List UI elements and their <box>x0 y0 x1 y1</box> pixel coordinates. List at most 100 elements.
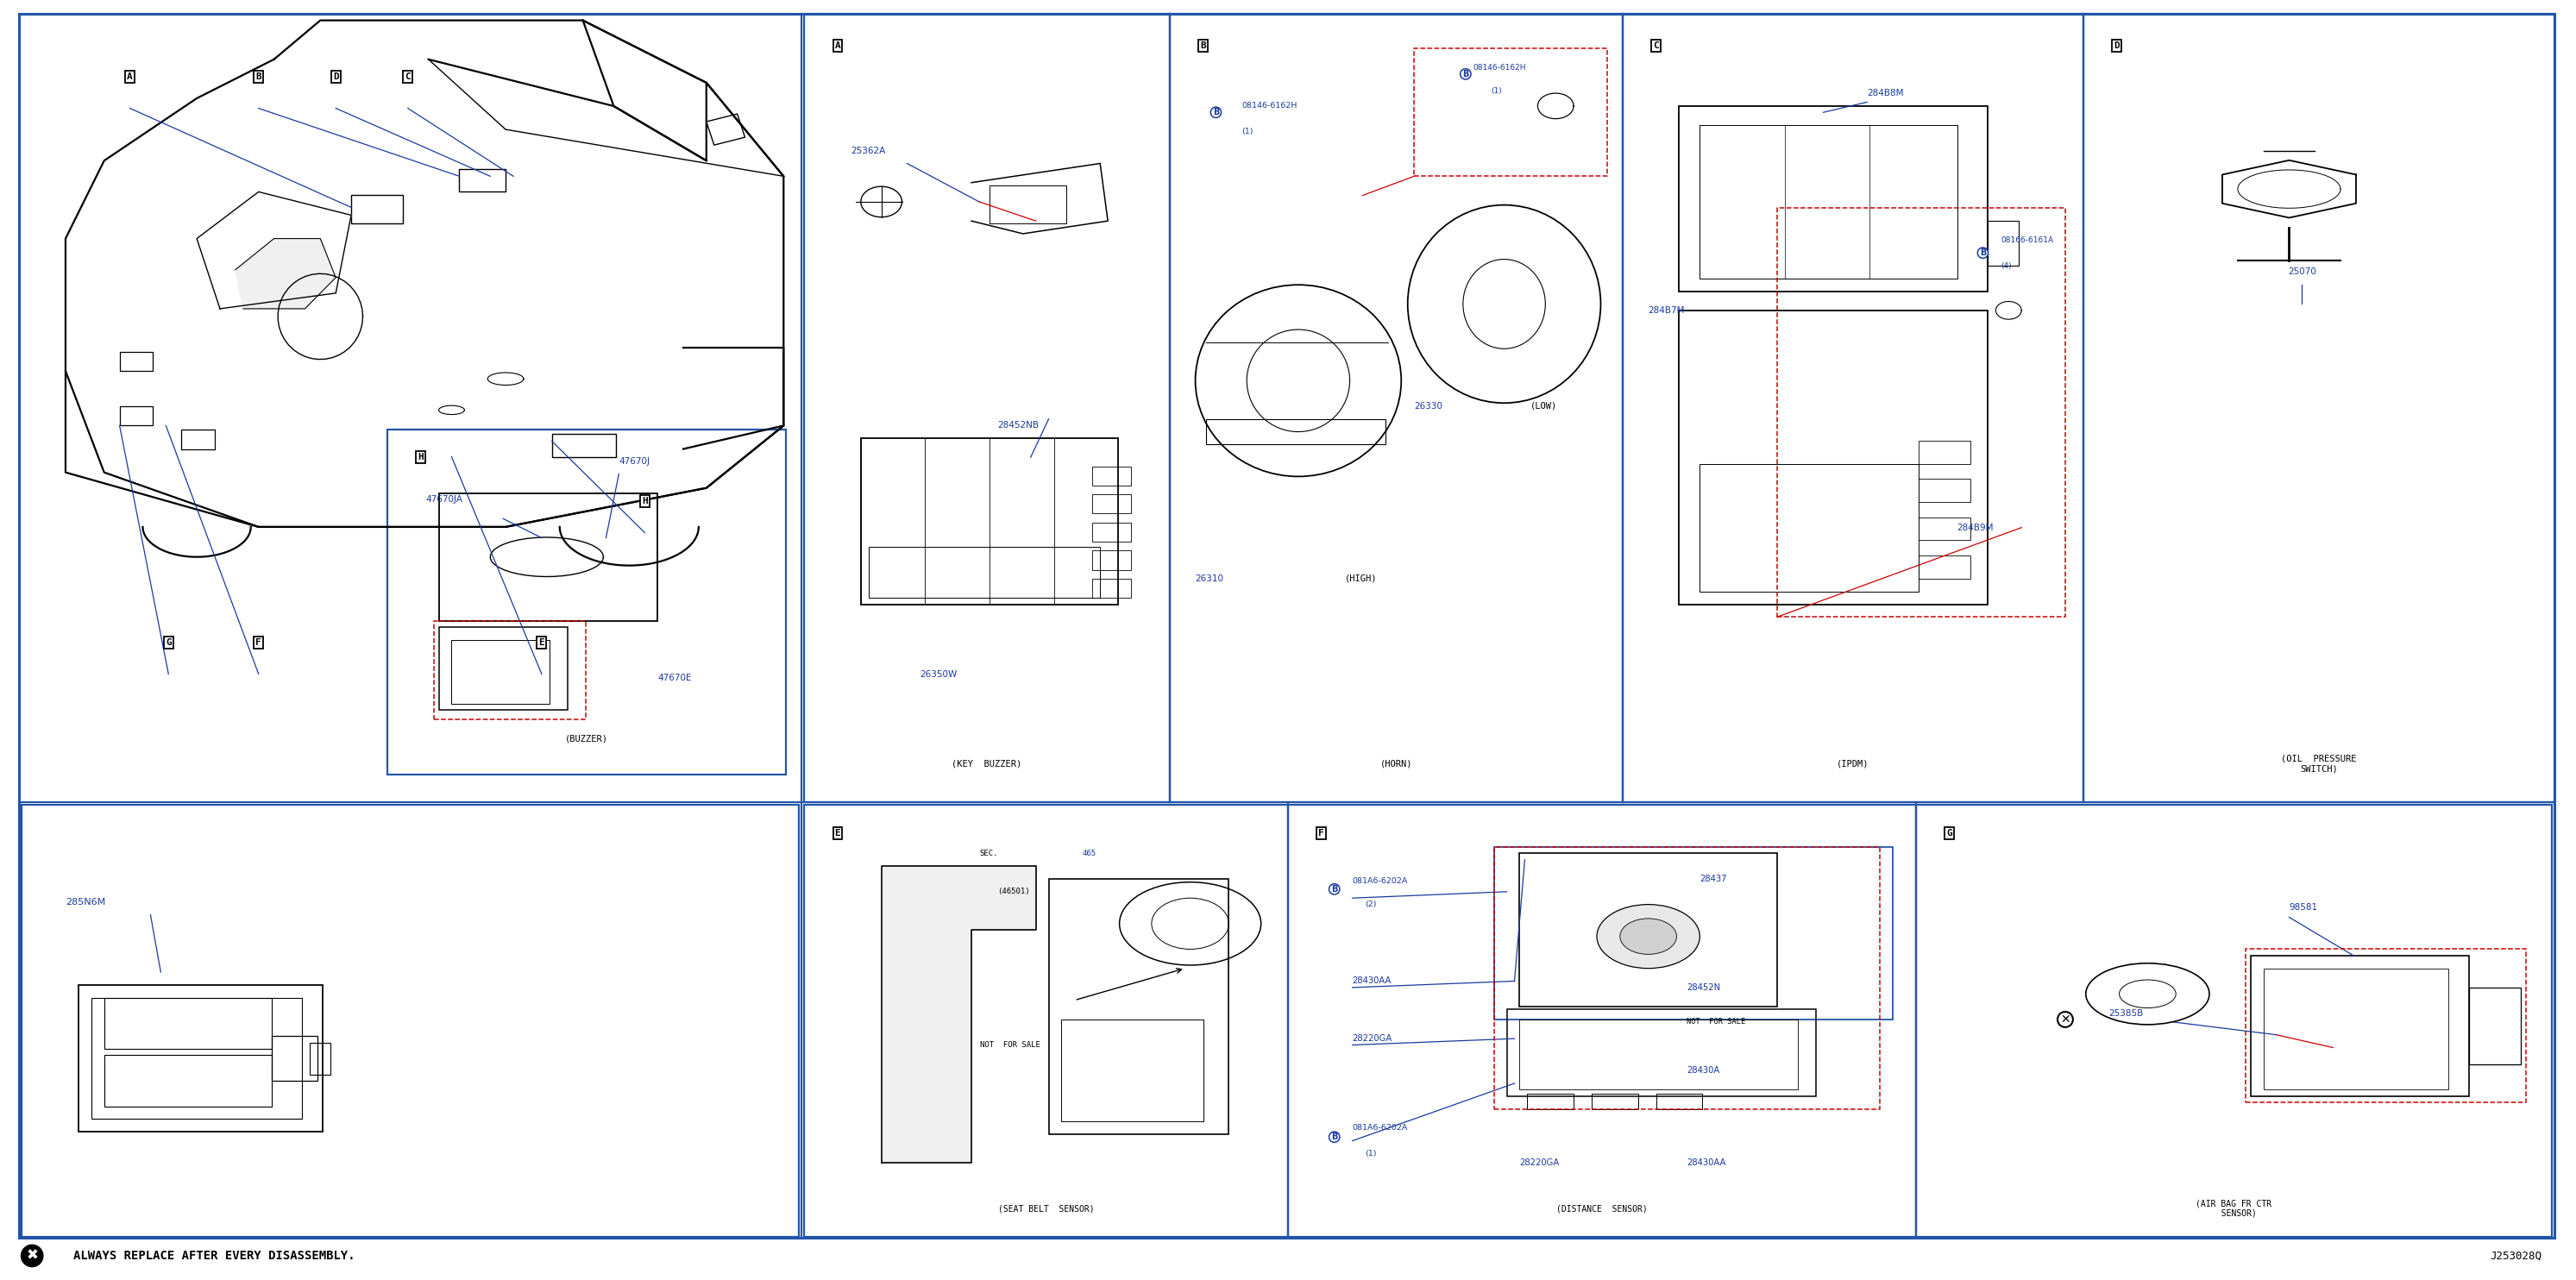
Text: (IPDM): (IPDM) <box>1837 759 1870 768</box>
Polygon shape <box>881 867 1036 1162</box>
Text: 25385B: 25385B <box>2110 1009 2143 1018</box>
Text: NOT  FOR SALE: NOT FOR SALE <box>979 1041 1041 1048</box>
Bar <box>180 430 214 449</box>
Bar <box>1048 879 1229 1134</box>
Bar <box>103 1055 270 1106</box>
Bar <box>118 352 152 371</box>
Text: (1): (1) <box>1242 128 1255 136</box>
Text: E: E <box>538 639 544 646</box>
Bar <box>989 186 1066 224</box>
Bar <box>21 805 799 1236</box>
Text: A: A <box>126 73 134 81</box>
Bar <box>1520 1019 1798 1089</box>
Bar <box>77 984 322 1132</box>
Text: 465: 465 <box>1082 850 1095 858</box>
Text: 081A6-6202A: 081A6-6202A <box>1352 1124 1409 1132</box>
Text: 08146-6162H: 08146-6162H <box>1473 64 1528 72</box>
Bar <box>1623 14 2084 803</box>
Text: SEC.: SEC. <box>979 850 997 858</box>
Text: (KEY  BUZZER): (KEY BUZZER) <box>953 759 1023 768</box>
Text: F: F <box>255 639 263 646</box>
Bar <box>1989 221 2020 266</box>
Text: G: G <box>1947 828 1953 837</box>
Text: 28430AA: 28430AA <box>1352 977 1391 986</box>
Text: ✖: ✖ <box>26 1248 39 1263</box>
Bar <box>270 1036 317 1080</box>
Text: (AIR BAG FR CTR
  SENSOR): (AIR BAG FR CTR SENSOR) <box>2195 1199 2272 1217</box>
Ellipse shape <box>1620 919 1677 955</box>
Bar <box>309 1042 330 1074</box>
Text: 28452N: 28452N <box>1687 983 1721 992</box>
Polygon shape <box>196 192 350 308</box>
Bar <box>1680 310 1989 604</box>
Bar <box>804 805 1288 1236</box>
Bar <box>2251 956 2470 1096</box>
Bar <box>350 195 402 223</box>
Text: 284B9M: 284B9M <box>1958 524 1994 532</box>
Bar <box>1917 805 2553 1236</box>
Text: (HIGH): (HIGH) <box>1345 575 1378 582</box>
Text: 28220GA: 28220GA <box>1520 1158 1558 1167</box>
Text: 28430A: 28430A <box>1687 1066 1721 1075</box>
Text: ALWAYS REPLACE AFTER EVERY DISASSEMBLY.: ALWAYS REPLACE AFTER EVERY DISASSEMBLY. <box>72 1249 355 1262</box>
Bar <box>2084 14 2555 803</box>
Bar <box>1092 579 1131 598</box>
Text: 98581: 98581 <box>2290 902 2318 911</box>
Bar <box>1494 847 1893 1019</box>
Polygon shape <box>234 238 335 308</box>
Text: B: B <box>1463 69 1468 78</box>
Text: 284B8M: 284B8M <box>1868 88 1904 97</box>
Text: (BUZZER): (BUZZER) <box>564 733 608 742</box>
Text: 47670E: 47670E <box>657 675 690 682</box>
Bar <box>860 438 1118 604</box>
Text: (46501): (46501) <box>997 888 1030 896</box>
Text: 28220GA: 28220GA <box>1352 1034 1391 1043</box>
Text: 47670J: 47670J <box>618 457 649 466</box>
Bar <box>1700 125 1958 279</box>
Text: (2): (2) <box>1365 901 1376 909</box>
Bar <box>386 429 786 774</box>
Text: 08146-6162H: 08146-6162H <box>1242 102 1298 110</box>
Text: 47670JA: 47670JA <box>425 495 464 504</box>
Text: G: G <box>165 639 173 646</box>
Bar <box>1919 556 1971 579</box>
Bar <box>2470 987 2522 1064</box>
Text: C: C <box>404 73 410 81</box>
Text: 28437: 28437 <box>1700 874 1726 883</box>
Ellipse shape <box>1597 905 1700 969</box>
Text: D: D <box>2115 42 2120 50</box>
Text: 285N6M: 285N6M <box>64 897 106 906</box>
Text: B: B <box>1332 1133 1337 1142</box>
Bar <box>451 640 549 704</box>
Text: 28430AA: 28430AA <box>1687 1158 1726 1167</box>
Bar <box>1061 1019 1203 1121</box>
Text: 26310: 26310 <box>1195 575 1224 582</box>
Text: A: A <box>835 42 840 50</box>
Bar <box>551 434 616 457</box>
Bar <box>1919 517 1971 540</box>
Text: B: B <box>255 73 263 81</box>
Text: 081A6-6202A: 081A6-6202A <box>1352 878 1409 886</box>
Bar <box>1520 854 1777 1006</box>
Bar <box>459 169 505 192</box>
Text: (OIL  PRESSURE
SWITCH): (OIL PRESSURE SWITCH) <box>2280 755 2357 773</box>
Text: 26330: 26330 <box>1414 402 1443 411</box>
Text: B: B <box>1981 248 1986 257</box>
Bar <box>103 997 270 1048</box>
Bar <box>1092 522 1131 541</box>
Text: (SEAT BELT  SENSOR): (SEAT BELT SENSOR) <box>997 1204 1095 1213</box>
Bar <box>1170 14 1623 803</box>
Text: (DISTANCE  SENSOR): (DISTANCE SENSOR) <box>1556 1204 1649 1213</box>
Text: (HORN): (HORN) <box>1381 759 1412 768</box>
Text: B: B <box>1213 108 1218 116</box>
Bar <box>1528 1093 1574 1108</box>
Text: D: D <box>332 73 337 81</box>
Text: 28452NB: 28452NB <box>997 421 1038 430</box>
Text: J253028Q: J253028Q <box>2488 1251 2543 1261</box>
Bar <box>1680 106 1989 292</box>
Text: 25070: 25070 <box>2287 268 2316 276</box>
Text: 26350W: 26350W <box>920 671 958 678</box>
Text: 08166-6161A: 08166-6161A <box>2002 237 2053 244</box>
Bar <box>1092 466 1131 485</box>
Text: H: H <box>417 453 422 462</box>
